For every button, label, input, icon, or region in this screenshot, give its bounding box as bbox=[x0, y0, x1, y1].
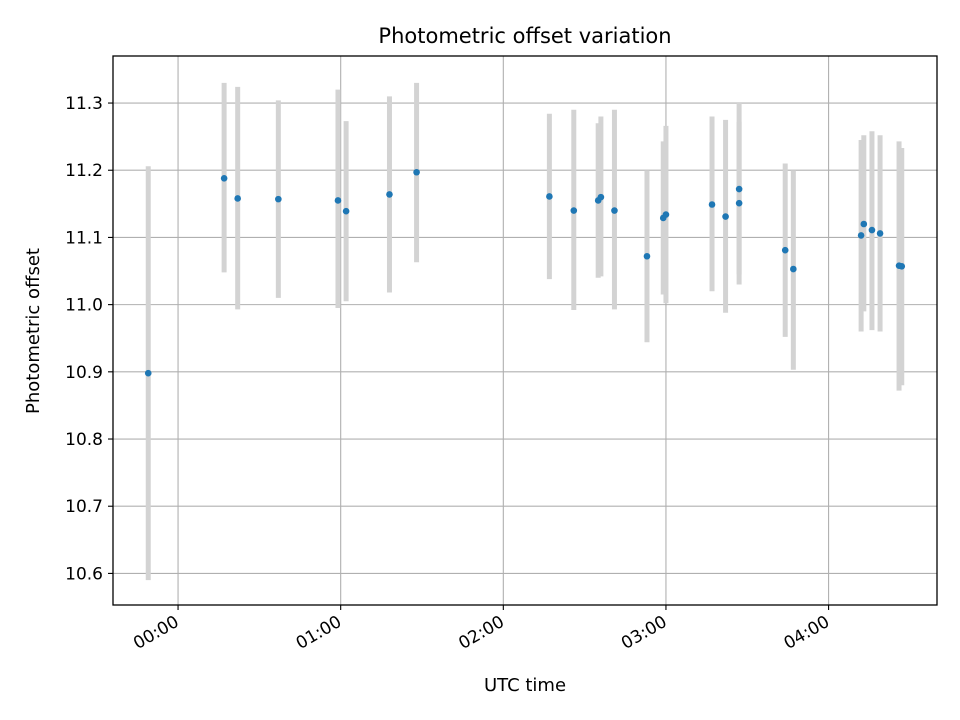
data-point bbox=[611, 207, 618, 214]
data-point bbox=[234, 195, 241, 202]
data-point bbox=[860, 220, 868, 228]
data-point bbox=[570, 207, 578, 214]
data-point bbox=[597, 193, 605, 201]
data-point bbox=[220, 174, 228, 182]
data-point bbox=[275, 195, 282, 203]
data-point bbox=[342, 207, 350, 215]
data-point bbox=[876, 230, 884, 237]
y-axis-ticks: 10.6 10.7 10.8 10.9 11.0 11.1 11.2 11.3 bbox=[65, 94, 113, 584]
data-point bbox=[781, 246, 789, 254]
data-points bbox=[144, 168, 906, 377]
data-point bbox=[662, 211, 670, 218]
gridlines bbox=[113, 56, 937, 605]
data-point bbox=[386, 191, 393, 198]
plot-frame bbox=[112, 55, 938, 606]
data-point bbox=[735, 185, 743, 193]
data-point bbox=[144, 369, 152, 377]
data-point bbox=[857, 232, 865, 239]
data-point bbox=[868, 226, 876, 234]
y-tick-label: 11.3 bbox=[65, 94, 103, 114]
data-point bbox=[334, 197, 342, 204]
chart-title: Photometric offset variation bbox=[378, 24, 671, 48]
y-tick-label: 11.2 bbox=[65, 161, 103, 181]
data-point bbox=[413, 168, 420, 176]
y-tick-label: 10.6 bbox=[65, 564, 103, 584]
y-tick-label: 10.8 bbox=[65, 430, 103, 450]
data-point bbox=[898, 263, 906, 270]
y-tick-label: 11.1 bbox=[65, 228, 103, 248]
data-point bbox=[790, 265, 797, 273]
y-tick-label: 10.7 bbox=[65, 497, 103, 517]
x-axis-title: UTC time bbox=[484, 675, 566, 696]
data-point bbox=[708, 201, 716, 208]
data-point bbox=[722, 213, 729, 220]
data-point bbox=[546, 193, 553, 200]
y-tick-label: 11.0 bbox=[65, 296, 103, 316]
data-point bbox=[735, 199, 743, 207]
y-axis-title: Photometric offset bbox=[23, 248, 44, 414]
data-point bbox=[643, 252, 651, 260]
y-tick-label: 10.9 bbox=[65, 363, 103, 383]
